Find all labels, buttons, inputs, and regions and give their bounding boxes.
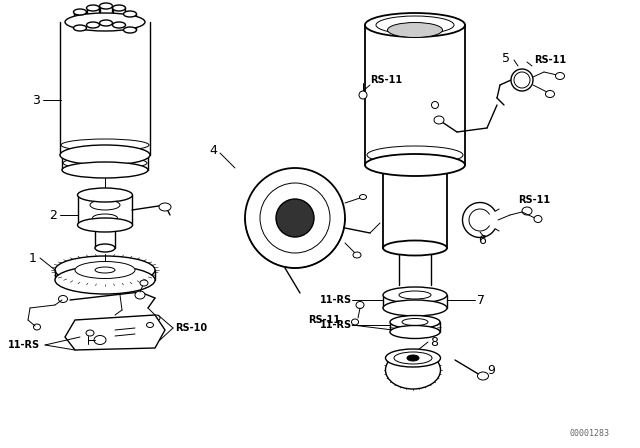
Ellipse shape	[86, 22, 99, 28]
Ellipse shape	[365, 154, 465, 176]
Ellipse shape	[94, 336, 106, 345]
Ellipse shape	[77, 188, 132, 202]
Ellipse shape	[356, 302, 364, 309]
Text: 11-RS: 11-RS	[320, 320, 352, 330]
Ellipse shape	[62, 162, 148, 178]
Ellipse shape	[124, 27, 136, 33]
Ellipse shape	[75, 262, 135, 279]
Ellipse shape	[365, 13, 465, 37]
Ellipse shape	[147, 323, 154, 327]
Ellipse shape	[385, 349, 440, 367]
Text: 00001283: 00001283	[570, 428, 610, 438]
Text: 11-RS: 11-RS	[8, 340, 40, 350]
Ellipse shape	[522, 207, 532, 215]
Ellipse shape	[152, 315, 160, 321]
Ellipse shape	[86, 330, 94, 336]
Ellipse shape	[276, 199, 314, 237]
Text: 9: 9	[487, 363, 495, 376]
Ellipse shape	[351, 319, 358, 325]
Ellipse shape	[74, 9, 86, 15]
Ellipse shape	[545, 90, 554, 98]
Text: 8: 8	[430, 336, 438, 349]
Text: 11-RS: 11-RS	[320, 295, 352, 305]
Text: RS-11: RS-11	[534, 55, 566, 65]
Ellipse shape	[383, 241, 447, 255]
Ellipse shape	[477, 372, 488, 380]
Ellipse shape	[77, 218, 132, 232]
Ellipse shape	[65, 13, 145, 31]
Ellipse shape	[140, 280, 148, 286]
Text: 5: 5	[502, 52, 510, 65]
Text: 6: 6	[478, 233, 486, 246]
Ellipse shape	[360, 194, 367, 199]
Ellipse shape	[431, 102, 438, 108]
Ellipse shape	[135, 291, 145, 299]
Ellipse shape	[113, 22, 125, 28]
Ellipse shape	[95, 244, 115, 252]
Text: RS-10: RS-10	[175, 323, 207, 333]
Text: RS-11: RS-11	[308, 315, 340, 325]
Ellipse shape	[245, 168, 345, 268]
Ellipse shape	[55, 256, 155, 284]
Ellipse shape	[434, 116, 444, 124]
Ellipse shape	[113, 5, 125, 11]
Ellipse shape	[359, 91, 367, 99]
Ellipse shape	[99, 20, 113, 26]
Ellipse shape	[387, 22, 442, 38]
Ellipse shape	[95, 267, 115, 273]
Text: 4: 4	[209, 143, 217, 156]
Ellipse shape	[390, 315, 440, 328]
Polygon shape	[65, 315, 165, 350]
Ellipse shape	[55, 266, 155, 294]
Text: 7: 7	[477, 293, 485, 306]
Ellipse shape	[60, 145, 150, 165]
Ellipse shape	[385, 351, 440, 389]
Text: RS-11: RS-11	[370, 75, 402, 85]
Text: 2: 2	[49, 208, 57, 221]
Ellipse shape	[511, 69, 533, 91]
Ellipse shape	[99, 3, 113, 9]
Ellipse shape	[556, 73, 564, 79]
Ellipse shape	[353, 252, 361, 258]
Text: 3: 3	[32, 94, 40, 107]
Ellipse shape	[390, 326, 440, 339]
Ellipse shape	[383, 287, 447, 303]
Ellipse shape	[383, 300, 447, 316]
Text: 1: 1	[29, 251, 37, 264]
Ellipse shape	[159, 203, 171, 211]
Ellipse shape	[407, 355, 419, 361]
Ellipse shape	[534, 215, 542, 223]
Text: RS-11: RS-11	[518, 195, 550, 205]
Ellipse shape	[86, 5, 99, 11]
Ellipse shape	[124, 11, 136, 17]
Ellipse shape	[74, 25, 86, 31]
